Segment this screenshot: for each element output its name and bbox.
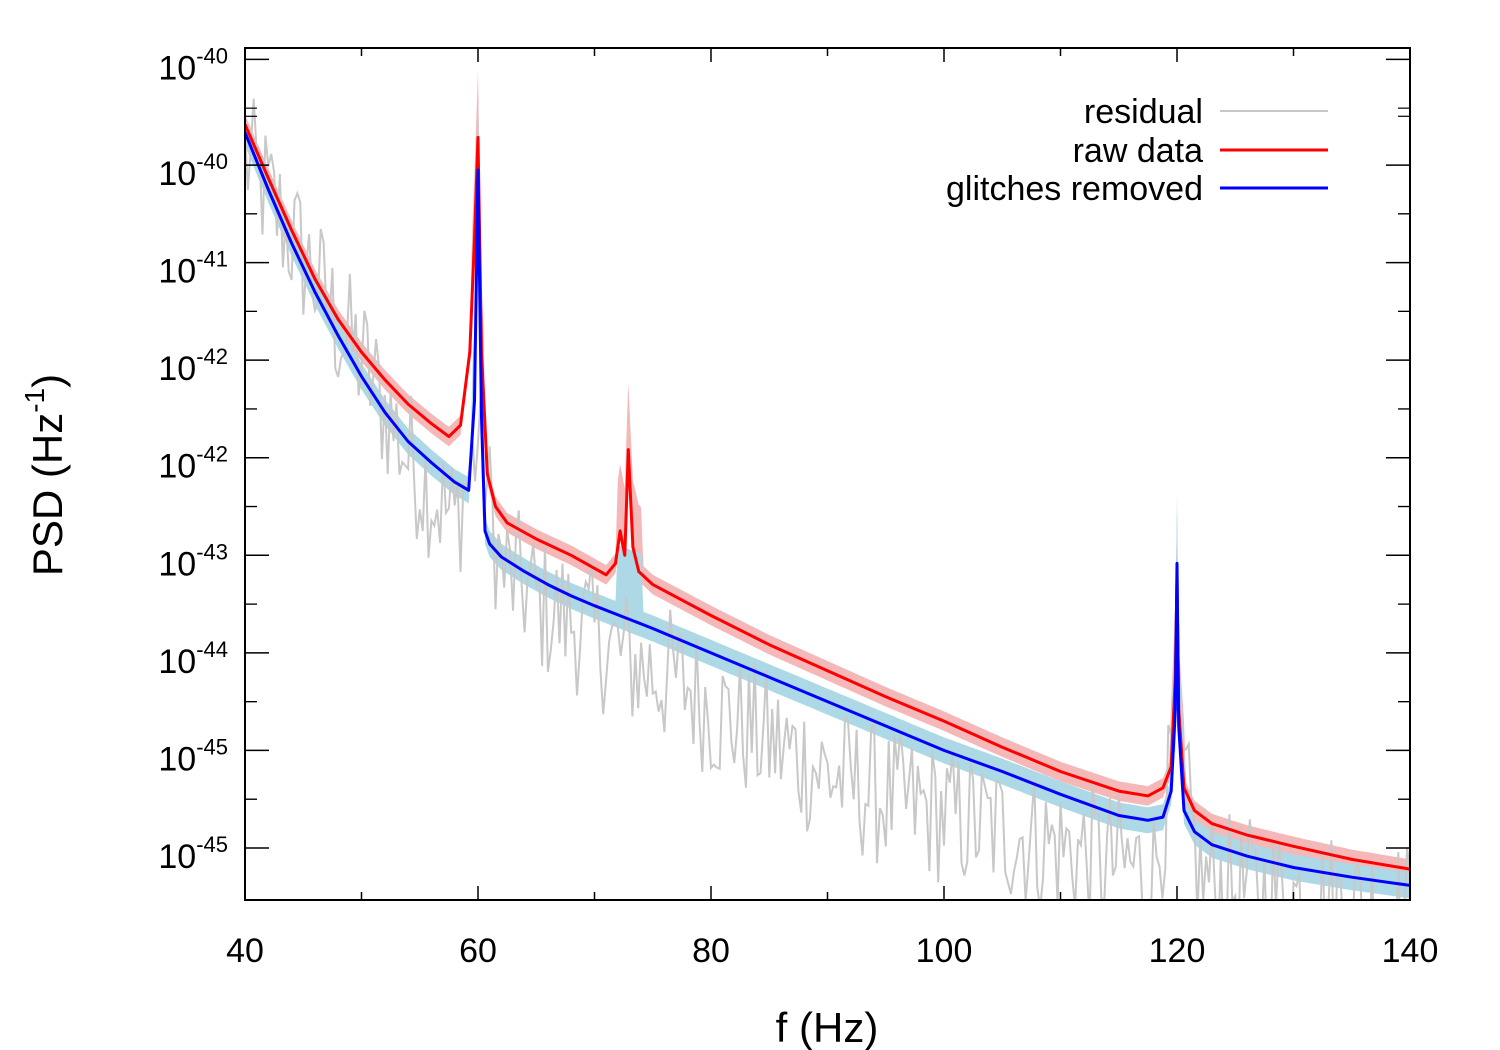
- y-tick-label: 10-40: [158, 43, 228, 87]
- y-tick-label: 10-44: [158, 637, 228, 681]
- y-tick-label: 10-42: [158, 344, 228, 388]
- y-tick-label: 10-43: [158, 539, 228, 583]
- y-tick-label: 10-42: [158, 442, 228, 486]
- series-lines: [245, 98, 1410, 900]
- x-tick-label: 40: [226, 932, 264, 970]
- y-axis-title-main: PSD (Hz: [24, 413, 71, 576]
- legend-label: residual: [1084, 93, 1203, 131]
- legend-label: raw data: [1073, 132, 1203, 170]
- y-tick-label: 10-45: [158, 734, 228, 778]
- x-tick-label: 60: [459, 932, 497, 970]
- x-tick-label: 80: [692, 932, 730, 970]
- x-tick-label: 120: [1149, 932, 1206, 970]
- series-line-glitches-removed: [245, 131, 1410, 887]
- series-line-raw-data: [245, 123, 1410, 871]
- y-axis-title-suffix: ): [24, 374, 71, 388]
- y-tick-label: 10-41: [158, 247, 228, 291]
- series-line-residual: [245, 98, 1410, 900]
- y-tick-label: 10-40: [158, 149, 228, 193]
- y-axis-title-exponent: -1: [19, 388, 50, 413]
- confidence-bands: [245, 70, 1410, 899]
- x-tick-label: 140: [1382, 932, 1439, 970]
- band-glitches-removed: [245, 100, 1410, 899]
- x-tick-label: 100: [916, 932, 973, 970]
- x-axis-ticks: 40 60 80 100 120 140: [226, 48, 1438, 970]
- band-raw-data: [245, 70, 1410, 879]
- y-axis-ticks: 10-40 10-40 10-41 10-42 10-42 10-43 10-44 10-45…: [158, 43, 1410, 876]
- x-axis-title: f (Hz): [776, 1004, 879, 1050]
- legend-label: glitches removed: [946, 170, 1203, 208]
- y-axis-title: PSD (Hz-1): [19, 374, 71, 576]
- y-tick-label: 10-45: [158, 832, 228, 876]
